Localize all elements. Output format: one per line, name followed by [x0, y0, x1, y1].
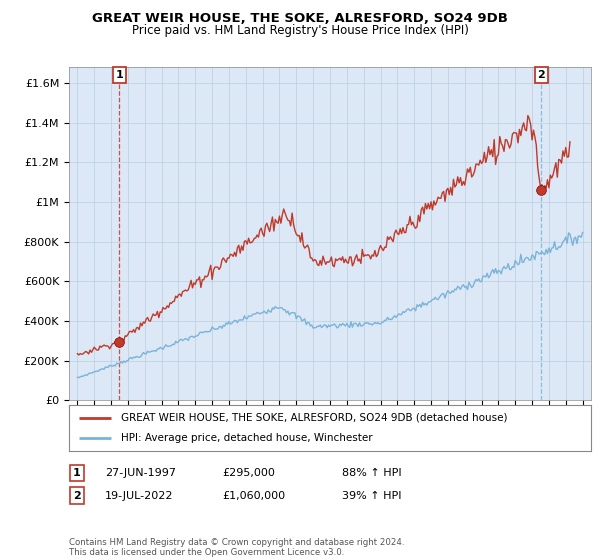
Text: £1,060,000: £1,060,000 [222, 491, 285, 501]
Text: 27-JUN-1997: 27-JUN-1997 [105, 468, 176, 478]
Text: 2: 2 [73, 491, 80, 501]
Text: GREAT WEIR HOUSE, THE SOKE, ALRESFORD, SO24 9DB: GREAT WEIR HOUSE, THE SOKE, ALRESFORD, S… [92, 12, 508, 25]
Text: 1: 1 [73, 468, 80, 478]
Text: Contains HM Land Registry data © Crown copyright and database right 2024.
This d: Contains HM Land Registry data © Crown c… [69, 538, 404, 557]
Text: GREAT WEIR HOUSE, THE SOKE, ALRESFORD, SO24 9DB (detached house): GREAT WEIR HOUSE, THE SOKE, ALRESFORD, S… [121, 413, 508, 423]
Text: Price paid vs. HM Land Registry's House Price Index (HPI): Price paid vs. HM Land Registry's House … [131, 24, 469, 36]
Text: 19-JUL-2022: 19-JUL-2022 [105, 491, 173, 501]
Text: 39% ↑ HPI: 39% ↑ HPI [342, 491, 401, 501]
Text: 1: 1 [115, 70, 123, 80]
Text: 2: 2 [537, 70, 545, 80]
Text: 88% ↑ HPI: 88% ↑ HPI [342, 468, 401, 478]
Text: HPI: Average price, detached house, Winchester: HPI: Average price, detached house, Winc… [121, 433, 373, 443]
Text: £295,000: £295,000 [222, 468, 275, 478]
